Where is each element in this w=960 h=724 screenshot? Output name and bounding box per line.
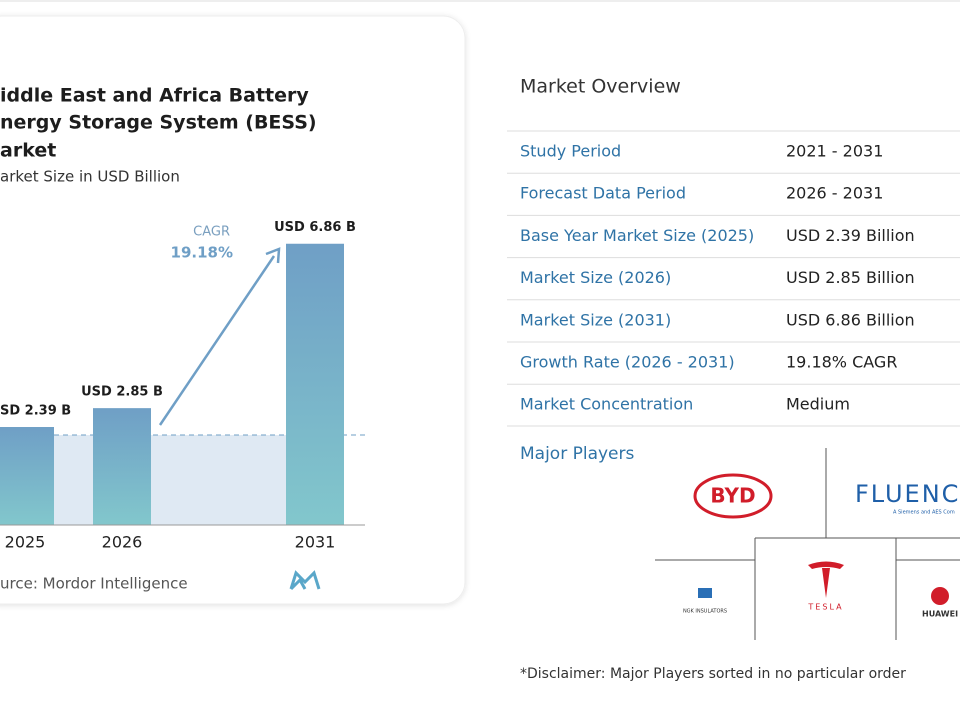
ngk-logo bbox=[698, 588, 712, 598]
row-value: 2021 - 2031 bbox=[786, 142, 883, 161]
row-label: Market Size (2026) bbox=[520, 268, 671, 287]
cagr-arrow bbox=[158, 255, 276, 426]
row-value: USD 6.86 Billion bbox=[786, 310, 915, 329]
huawei-logo bbox=[931, 587, 949, 605]
x-tick-label: 2031 bbox=[295, 533, 336, 552]
row-label: Base Year Market Size (2025) bbox=[520, 226, 754, 245]
logo bbox=[289, 570, 321, 591]
source: urce: Mordor Intelligence bbox=[0, 575, 188, 593]
value-label: USD 2.85 B bbox=[81, 385, 163, 400]
row-label: Forecast Data Period bbox=[520, 184, 686, 203]
players-grid bbox=[655, 448, 960, 640]
chart-title: nergy Storage System (BESS) bbox=[0, 112, 317, 134]
cagr-value: 19.18% bbox=[171, 244, 233, 262]
fluence-sub: A Siemens and AES Com bbox=[893, 510, 955, 516]
tesla: TESLA bbox=[807, 603, 843, 612]
byd: BYD bbox=[710, 484, 755, 508]
disclaimer: *Disclaimer: Major Players sorted in no … bbox=[520, 666, 906, 682]
cagr-label: CAGR bbox=[193, 225, 230, 240]
row-value: USD 2.85 Billion bbox=[786, 268, 915, 287]
row-value: USD 2.39 Billion bbox=[786, 226, 915, 245]
bar bbox=[0, 427, 54, 525]
ngk: NGK INSULATORS bbox=[683, 609, 727, 615]
row-label: Growth Rate (2026 - 2031) bbox=[520, 353, 735, 372]
row-label: Study Period bbox=[520, 142, 621, 161]
arrow-head bbox=[265, 247, 281, 264]
overview-title: Market Overview bbox=[520, 76, 681, 98]
byd-logo bbox=[693, 473, 773, 519]
value-label: SD 2.39 B bbox=[0, 404, 71, 419]
major-players-title: Major Players bbox=[520, 444, 635, 464]
huawei: HUAWEI bbox=[922, 610, 958, 619]
row-value: 2026 - 2031 bbox=[786, 184, 883, 203]
value-label: USD 6.86 B bbox=[274, 220, 356, 235]
chart-title: arket bbox=[0, 140, 56, 162]
tesla-logo bbox=[808, 561, 844, 598]
bar bbox=[286, 243, 344, 526]
chart-title: iddle East and Africa Battery bbox=[0, 85, 309, 107]
x-tick-label: 2026 bbox=[102, 533, 143, 552]
bar bbox=[93, 408, 151, 525]
row-label: Market Concentration bbox=[520, 395, 693, 414]
x-tick-label: 2025 bbox=[5, 533, 46, 552]
fluence: FLUENC bbox=[855, 480, 960, 508]
row-value: Medium bbox=[786, 395, 850, 414]
chart-subtitle: arket Size in USD Billion bbox=[0, 168, 180, 186]
row-label: Market Size (2031) bbox=[520, 310, 671, 329]
row-value: 19.18% CAGR bbox=[786, 353, 897, 372]
